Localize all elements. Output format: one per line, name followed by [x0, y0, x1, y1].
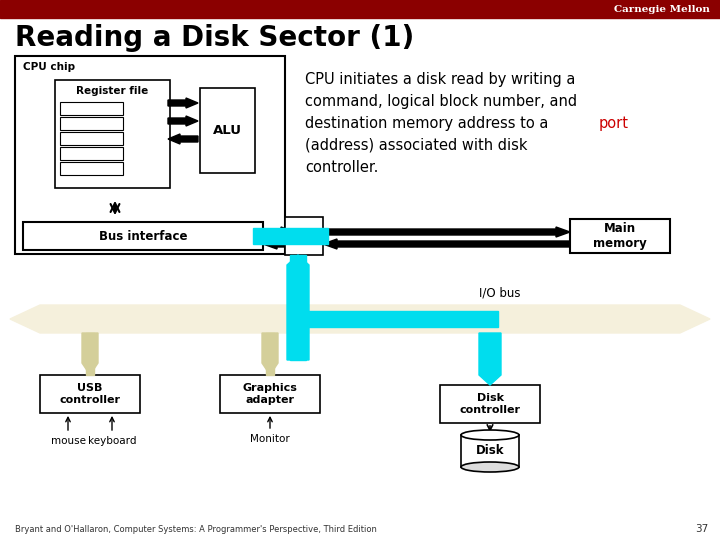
Bar	[60, 162, 123, 175]
Text: keyboard: keyboard	[88, 436, 136, 446]
Bar	[290, 255, 306, 360]
Bar	[60, 117, 123, 130]
Polygon shape	[10, 305, 710, 333]
Polygon shape	[323, 239, 570, 249]
Text: destination memory address to a: destination memory address to a	[305, 116, 557, 131]
Polygon shape	[168, 134, 198, 144]
Bar	[266, 333, 274, 375]
Text: Reading a Disk Sector (1): Reading a Disk Sector (1)	[15, 24, 414, 52]
Text: Bryant and O'Hallaron, Computer Systems: A Programmer's Perspective, Third Editi: Bryant and O'Hallaron, Computer Systems:…	[15, 525, 377, 534]
Bar	[285, 217, 323, 255]
Text: 37: 37	[695, 524, 708, 534]
Bar	[40, 375, 140, 413]
Ellipse shape	[461, 462, 519, 472]
Bar	[60, 102, 123, 115]
Ellipse shape	[461, 430, 519, 440]
Polygon shape	[262, 333, 278, 375]
Bar	[60, 147, 123, 160]
Polygon shape	[82, 333, 98, 375]
Text: Carnegie Mellon: Carnegie Mellon	[614, 4, 710, 14]
Polygon shape	[168, 98, 198, 108]
Polygon shape	[479, 333, 501, 385]
Text: ALU: ALU	[212, 124, 241, 137]
Bar	[253, 228, 328, 244]
Text: Disk
controller: Disk controller	[459, 393, 521, 415]
Bar	[220, 375, 320, 413]
Text: (address) associated with disk: (address) associated with disk	[305, 138, 528, 153]
Polygon shape	[287, 255, 309, 360]
Text: CPU initiates a disk read by writing a: CPU initiates a disk read by writing a	[305, 72, 575, 87]
Text: I/O bus: I/O bus	[480, 287, 521, 300]
Bar	[60, 132, 123, 145]
Text: controller.: controller.	[305, 160, 379, 175]
Text: Main
memory: Main memory	[593, 221, 647, 251]
Bar	[200, 88, 255, 173]
Polygon shape	[263, 239, 295, 249]
Text: command, logical block number, and: command, logical block number, and	[305, 94, 577, 109]
Polygon shape	[168, 116, 198, 126]
Text: Monitor: Monitor	[250, 434, 290, 444]
Bar	[461, 435, 519, 467]
Polygon shape	[263, 227, 295, 237]
Bar	[86, 333, 94, 375]
Text: USB
controller: USB controller	[60, 383, 120, 405]
Bar	[15, 56, 285, 254]
Text: CPU chip: CPU chip	[23, 62, 75, 72]
Text: Disk: Disk	[476, 444, 504, 457]
Bar	[570, 219, 670, 253]
Text: mouse: mouse	[50, 436, 86, 446]
Text: Register file: Register file	[76, 86, 148, 96]
Polygon shape	[323, 227, 570, 237]
Text: Bus interface: Bus interface	[99, 230, 187, 242]
Text: Graphics
adapter: Graphics adapter	[243, 383, 297, 405]
Bar	[290, 311, 498, 327]
Bar	[440, 385, 540, 423]
Bar	[55, 80, 170, 188]
Bar	[0, 0, 720, 18]
Text: port: port	[599, 116, 629, 131]
Bar	[23, 222, 263, 250]
